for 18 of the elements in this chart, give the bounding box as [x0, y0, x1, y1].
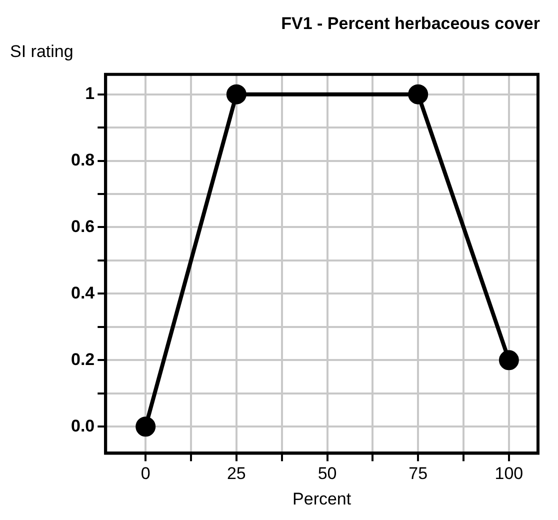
- x-tick-label: 75: [408, 464, 428, 484]
- point: [136, 416, 156, 437]
- point: [226, 84, 246, 104]
- x-tick-label: 50: [318, 464, 337, 484]
- y-tick-label: 1: [85, 84, 95, 104]
- y-tick-label: 0.8: [70, 150, 95, 170]
- y-tick-label: 0.0: [70, 416, 95, 436]
- y-tick-label: 0.2: [70, 350, 95, 369]
- x-tick-label: 100: [494, 464, 524, 484]
- x-tick-label: 25: [226, 464, 246, 484]
- x-tick-label: 0: [140, 464, 150, 484]
- x-axis-title: Percent: [292, 489, 352, 508]
- point: [498, 350, 519, 370]
- chart-title: FV1 - Percent herbaceous cover: [281, 14, 540, 33]
- point: [408, 84, 428, 104]
- y-tick-label: 0.4: [70, 283, 96, 302]
- y-tick-label: 0.6: [70, 216, 95, 236]
- y-axis-title: SI rating: [10, 42, 74, 62]
